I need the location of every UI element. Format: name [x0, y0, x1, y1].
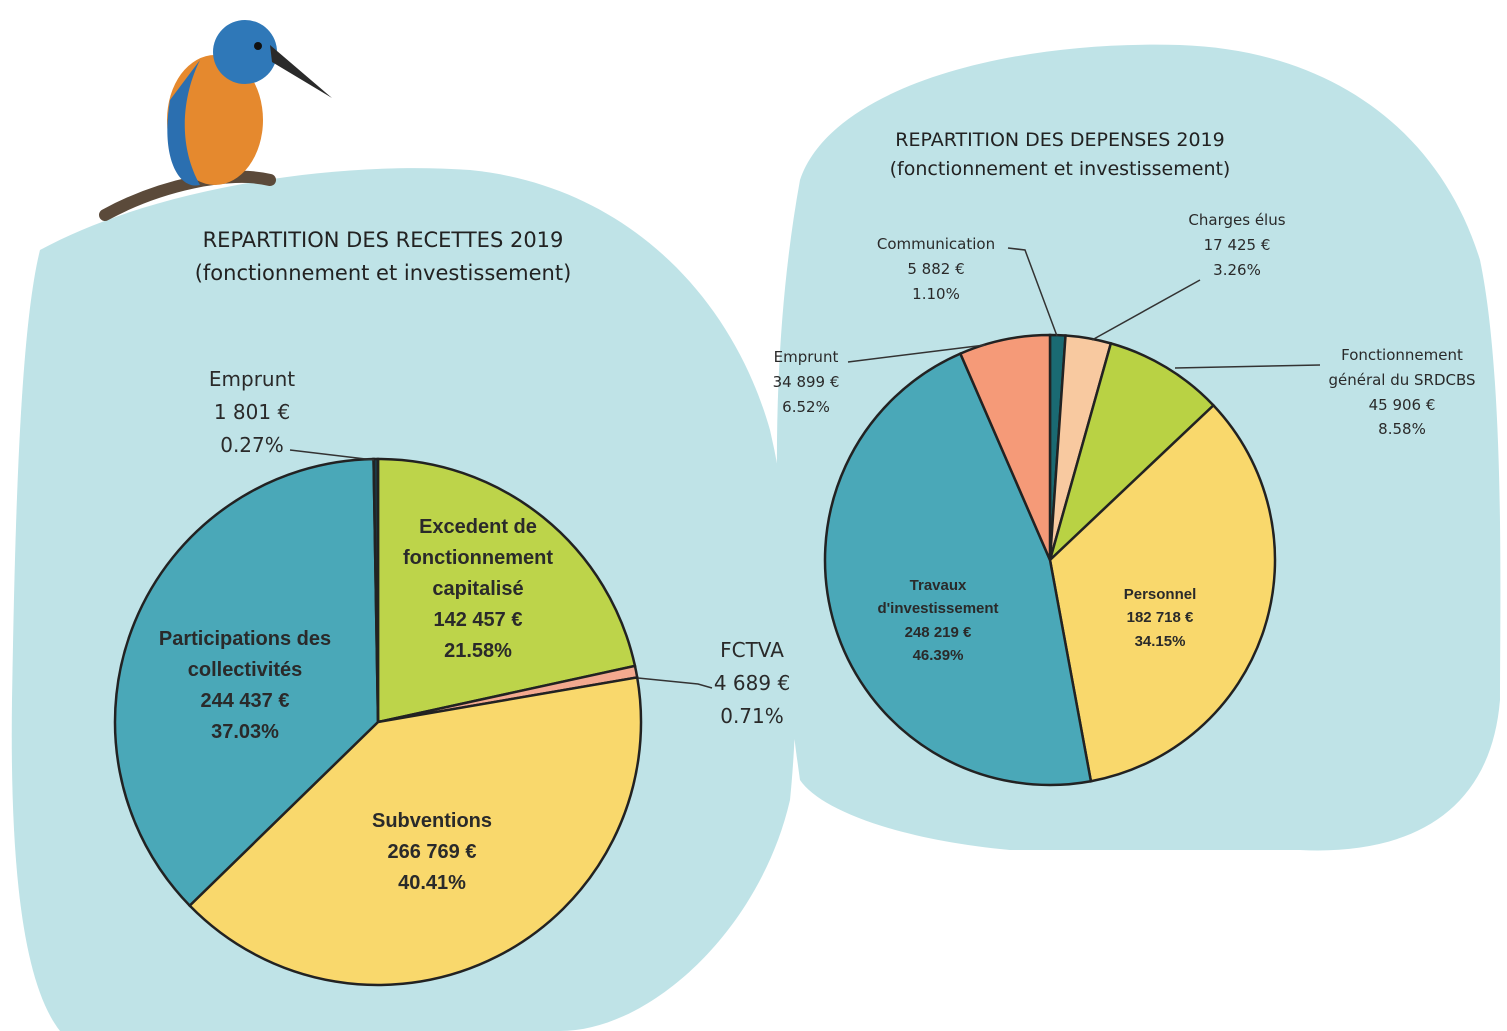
percent-label: 34.15%: [1090, 630, 1230, 653]
amount-label: 1 801 €: [192, 396, 312, 429]
page: REPARTITION DES RECETTES 2019(fonctionne…: [0, 0, 1507, 1031]
category-label: Travaux d'investissement: [853, 574, 1023, 621]
subtitle-text: (fonctionnement et investissement): [83, 257, 683, 290]
percent-label: 6.52%: [751, 395, 861, 420]
category-label: Emprunt: [751, 345, 861, 370]
amount-label: 34 899 €: [751, 370, 861, 395]
amount-label: 244 437 €: [135, 686, 355, 717]
category-label: Subventions: [332, 806, 532, 837]
chart-title: REPARTITION DES RECETTES 2019(fonctionne…: [83, 224, 683, 289]
percent-label: 8.58%: [1317, 417, 1487, 442]
category-label: Personnel: [1090, 583, 1230, 606]
category-label: Emprunt: [192, 363, 312, 396]
amount-label: 182 718 €: [1090, 606, 1230, 629]
percent-label: 46.39%: [853, 644, 1023, 667]
amount-label: 4 689 €: [707, 667, 797, 700]
percent-label: 3.26%: [1167, 258, 1307, 283]
subtitle-text: (fonctionnement et investissement): [760, 155, 1360, 184]
category-label: Excedent de fonctionnement capitalisé: [378, 512, 578, 605]
category-label: Charges élus: [1167, 208, 1307, 233]
percent-label: 1.10%: [851, 282, 1021, 307]
amount-label: 45 906 €: [1317, 393, 1487, 418]
percent-label: 40.41%: [332, 868, 532, 899]
amount-label: 266 769 €: [332, 837, 532, 868]
title-text: REPARTITION DES DEPENSES 2019: [760, 126, 1360, 155]
amount-label: 17 425 €: [1167, 233, 1307, 258]
percent-label: 0.71%: [707, 700, 797, 733]
title-text: REPARTITION DES RECETTES 2019: [83, 224, 683, 257]
chart-title: REPARTITION DES DEPENSES 2019(fonctionne…: [760, 126, 1360, 185]
percent-label: 0.27%: [192, 429, 312, 462]
category-label: Fonctionnement général du SRDCBS: [1317, 343, 1487, 393]
category-label: FCTVA: [707, 634, 797, 667]
amount-label: 142 457 €: [378, 605, 578, 636]
percent-label: 21.58%: [378, 636, 578, 667]
amount-label: 248 219 €: [853, 621, 1023, 644]
category-label: Communication: [851, 232, 1021, 257]
category-label: Participations des collectivités: [135, 624, 355, 686]
percent-label: 37.03%: [135, 717, 355, 748]
amount-label: 5 882 €: [851, 257, 1021, 282]
